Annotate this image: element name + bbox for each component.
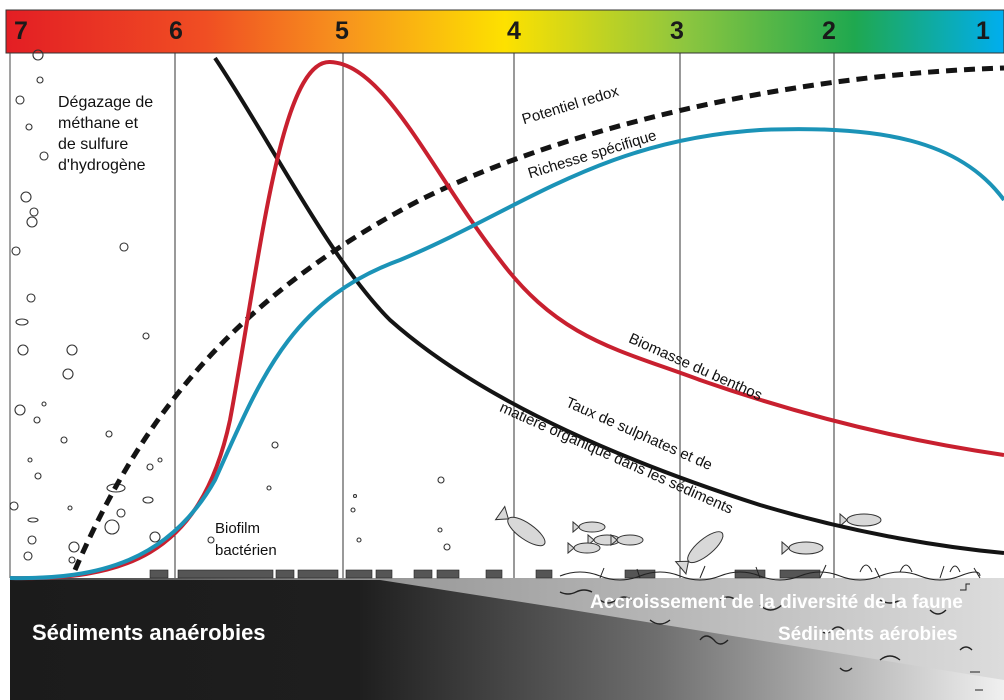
pollution-scale-bar bbox=[5, 9, 1004, 54]
aerobic-sediment-label: Sédiments aérobies bbox=[778, 624, 958, 645]
biofilm-label: Biofilm bactérien bbox=[215, 518, 277, 562]
sulphate-organic-matter-curve bbox=[213, 56, 1004, 555]
fauna-diversity-label: Accroissement de la diversité de la faun… bbox=[590, 592, 963, 613]
gas-label-line-2: méthane et bbox=[58, 115, 139, 132]
gas-label-line-3: de sulfure bbox=[58, 136, 129, 153]
scale-number-1: 1 bbox=[976, 17, 990, 45]
gas-label-line-1: Dégazage de bbox=[58, 94, 154, 111]
benthic-fauna bbox=[559, 564, 983, 691]
biofilm-blocks bbox=[149, 569, 821, 579]
scale-number-6: 6 bbox=[169, 17, 183, 45]
redox-potential-curve bbox=[72, 65, 1004, 571]
scale-number-7: 7 bbox=[14, 17, 28, 45]
anaerobic-sediment-wedge bbox=[10, 580, 1004, 700]
scale-number-5: 5 bbox=[335, 17, 349, 45]
benthic-biomass-curve bbox=[9, 59, 1004, 581]
scale-number-2: 2 bbox=[822, 17, 836, 45]
anaerobic-sediment-label: Sédiments anaérobies bbox=[32, 620, 266, 645]
biofilm-label-line-1: Biofilm bbox=[215, 520, 261, 537]
biofilm-label-line-2: bactérien bbox=[215, 542, 277, 559]
fish-group bbox=[494, 505, 882, 575]
gas-release-label: Dégazage de méthane et de sulfure d'hydr… bbox=[58, 92, 153, 176]
species-richness-curve bbox=[9, 127, 1004, 581]
gas-bubbles bbox=[9, 49, 451, 564]
scale-number-4: 4 bbox=[507, 17, 521, 45]
sediment-texture bbox=[559, 589, 973, 672]
scale-number-3: 3 bbox=[670, 17, 684, 45]
gas-label-line-4: d'hydrogène bbox=[58, 157, 146, 174]
zone-dividers bbox=[174, 53, 835, 578]
